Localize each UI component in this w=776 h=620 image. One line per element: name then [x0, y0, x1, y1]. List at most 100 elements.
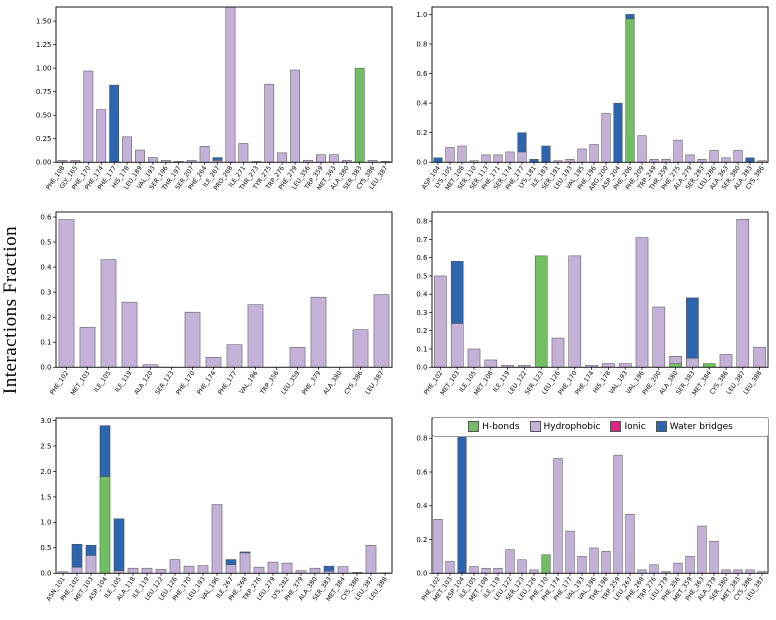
y-tick-label: 0.0: [416, 569, 427, 577]
bar-segment-hydrophobic: [247, 304, 264, 368]
bar-segment-hydrophobic: [733, 569, 743, 573]
bar-segment-water: [239, 551, 251, 553]
bars: [433, 424, 767, 573]
legend-label-ionic: Ionic: [624, 421, 646, 432]
y-tick-label: 0.0: [416, 364, 427, 372]
bar-segment-hydrophobic: [484, 360, 498, 368]
y-tick-label: 0.8: [416, 40, 427, 48]
legend-item-water: Water bridges: [655, 421, 733, 433]
bar-segment-water: [457, 424, 467, 573]
ionic-swatch-icon: [610, 421, 622, 433]
y-tick-label: 3.0: [40, 417, 51, 425]
bar-segment-hydrophobic: [155, 568, 167, 573]
bar-segment-water: [225, 558, 237, 565]
y-tick-label: 0.75: [36, 88, 52, 96]
y-tick-label: 0.3: [416, 309, 427, 317]
bar-segment-hydrophobic: [205, 357, 222, 368]
bar-segment-hydrophobic: [757, 160, 767, 163]
bar-segment-hydrophobic: [142, 364, 159, 368]
x-tick-label: SER_123: [154, 370, 175, 396]
y-tick-label: 0.2: [416, 129, 427, 137]
subplot-bottom-left: 0.0 0.5 1.0 1.5 2.0 2.5 3.0 ASN_101 PHE_102 MET_1…: [22, 413, 398, 618]
bar-segment-water: [99, 425, 111, 477]
bar-segment-water: [433, 157, 443, 163]
bar-segment-hydrophobic: [290, 69, 300, 163]
legend-item-ionic: Ionic: [610, 421, 646, 433]
bar-segment-hydrophobic: [652, 307, 666, 368]
y-tick-label: 0.5: [416, 273, 427, 281]
bar-segment-hydrophobic: [736, 219, 750, 368]
bar-segment-hydrophobic: [709, 150, 719, 163]
legend-label-water: Water bridges: [669, 421, 733, 432]
bar-segment-hydrophobic: [613, 454, 623, 573]
x-tick-label: TRP_356: [259, 370, 281, 397]
y-tick-label: 1.00: [36, 65, 52, 73]
bar-segment-hydrophobic: [469, 160, 479, 163]
bar-segment-hbonds: [354, 67, 365, 163]
bar-segment-hydrophobic: [267, 561, 279, 573]
subplot-top-right: 0.0 0.2 0.4 0.6 0.8 1.0 ASP_104 LYS_105 MET_108 S…: [398, 2, 774, 207]
bar-segment-hydrophobic: [328, 154, 339, 163]
bar-segment-hbonds: [99, 475, 111, 573]
bar-segment-hydrophobic: [445, 560, 455, 573]
bar-segment-hydrophobic: [467, 349, 481, 368]
plot-border: [431, 6, 769, 163]
y-tick-label: 0.0: [416, 159, 427, 167]
y-tick-label: 0.6: [40, 214, 52, 222]
bar-segment-hydrophobic: [635, 237, 649, 368]
bar-segment-hydrophobic: [122, 136, 132, 163]
bar-segment-hydrophobic: [745, 569, 755, 573]
bar-chart-bottom-right: 0.00.20.40.60.8PHE_102MET_103ASP_104ILE_…: [416, 417, 769, 603]
y-tick-label: 0.4: [416, 100, 428, 108]
bar-segment-water: [212, 157, 223, 161]
bar-segment-hydrophobic: [697, 159, 707, 163]
bar-segment-water: [450, 261, 464, 325]
bar-segment-hbonds: [669, 363, 682, 368]
bars: [433, 14, 767, 163]
bar-segment-hydrophobic: [505, 151, 515, 163]
bar-segment-hydrophobic: [253, 566, 265, 573]
bar-segment-hydrophobic: [365, 544, 377, 573]
bar-segment-hydrophobic: [450, 323, 464, 368]
bar-segment-hydrophobic: [589, 547, 599, 573]
subplot-middle-left: 0.0 0.1 0.2 0.3 0.4 0.5 0.6 PHE_102 MET_103 ILE_1…: [22, 207, 398, 412]
y-tick-label: 0.5: [40, 544, 51, 552]
bar-segment-hydrophobic: [295, 570, 307, 573]
bar-segment-hydrophobic: [481, 154, 491, 163]
bar-segment-hydrophobic: [85, 554, 97, 573]
hydrophobic-swatch-icon: [529, 421, 541, 433]
bar-chart-bottom-left: 0.00.51.01.52.02.53.0ASN_101PHE_102MET_1…: [40, 417, 393, 602]
bar-segment-hydrophobic: [434, 276, 447, 368]
y-tick-label: 0.6: [416, 254, 428, 262]
y-tick-label: 0.0: [40, 569, 51, 577]
bar-segment-hydrophobic: [226, 344, 243, 368]
bar-segment-hydrophobic: [673, 139, 683, 163]
bars: [57, 425, 391, 573]
bar-segment-hydrophobic: [697, 525, 707, 573]
bar-segment-hydrophobic: [669, 356, 682, 365]
x-tick-label: LEU_359: [280, 370, 301, 396]
bar-segment-hbonds: [534, 255, 548, 368]
bar-segment-hydrophobic: [618, 363, 632, 368]
y-tick-label: 0.6: [416, 468, 428, 476]
bar-segment-hydrophobic: [685, 555, 695, 573]
bar-segment-hydrophobic: [589, 144, 599, 163]
bar-segment-water: [323, 565, 335, 572]
bar-segment-hydrophobic: [719, 354, 733, 368]
bar-segment-hydrophobic: [481, 567, 491, 573]
legend: H-bonds Hydrophobic Ionic Water bridges: [432, 416, 769, 437]
bar-segment-hydrophobic: [79, 327, 96, 368]
bar-segment-water: [85, 544, 97, 556]
x-tick-label: ILE_105: [93, 370, 113, 394]
y-tick-label: 0.2: [416, 327, 427, 335]
bar-segment-hydrophobic: [445, 147, 455, 163]
bar-segment-hydrophobic: [551, 338, 565, 368]
x-tick-label: ALA_120: [133, 370, 154, 396]
y-tick-label: 0.4: [416, 502, 428, 510]
bar-chart-middle-right: 0.00.10.20.30.40.50.60.70.8PHE_102MET_10…: [416, 211, 769, 397]
x-tick-label: PHE_174: [196, 370, 217, 396]
bars: [434, 219, 766, 368]
y-tick-label: 2.0: [40, 468, 51, 476]
bar-segment-hydrophobic: [100, 259, 117, 368]
bar-segment-hydrophobic: [709, 540, 719, 573]
